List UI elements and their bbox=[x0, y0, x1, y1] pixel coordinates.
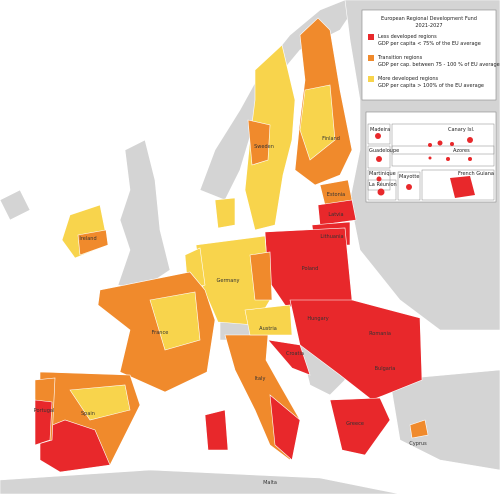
country-label: Latvia bbox=[328, 212, 343, 218]
legend-label: More developed regions bbox=[378, 76, 439, 82]
country-label: Estonia bbox=[327, 192, 345, 198]
legend-description: GDP per cap. between 75 - 100 % of EU av… bbox=[378, 62, 500, 68]
eu-regions bbox=[34, 17, 429, 473]
inset-label: Madeira bbox=[370, 127, 390, 133]
country-label: Portugal bbox=[34, 408, 55, 414]
country-label: Croatia bbox=[286, 351, 304, 357]
country-label: Malta bbox=[263, 480, 277, 486]
insets: Madeira Canary Isl. Guadeloupe Azores Ma… bbox=[365, 111, 497, 203]
country-label: Greece bbox=[346, 421, 364, 427]
inset-label: Azores bbox=[453, 148, 470, 154]
country-label: Romania bbox=[369, 331, 391, 337]
inset-label: French Guiana bbox=[458, 171, 494, 177]
legend-label: Less developed regions bbox=[378, 34, 437, 40]
legend-description: GDP per capita < 75% of the EU average bbox=[378, 41, 481, 47]
inset-label: Guadeloupe bbox=[369, 148, 399, 154]
legend-swatch bbox=[368, 34, 374, 40]
legend-label: Transition regions bbox=[377, 55, 423, 61]
inset-label: Mayotte bbox=[399, 174, 419, 180]
country-label: Sweden bbox=[254, 144, 274, 150]
legend-title: European Regional Development Fund bbox=[381, 16, 477, 22]
country-label: France bbox=[152, 330, 169, 336]
legend-swatch bbox=[368, 55, 374, 61]
legend-swatch bbox=[368, 76, 374, 82]
country-label: Finland bbox=[322, 136, 340, 142]
country-label: Ireland bbox=[79, 236, 96, 242]
inset-label: Canary Isl. bbox=[448, 127, 475, 133]
legend-description: GDP per capita > 100% of the EU average bbox=[378, 83, 484, 89]
country-label: Poland bbox=[302, 266, 319, 272]
country-label: Lithuania bbox=[320, 234, 343, 240]
country-label: Italy bbox=[255, 376, 266, 382]
country-label: Spain bbox=[81, 411, 95, 417]
country-label: Cyprus bbox=[409, 441, 427, 447]
inset-label: Martinique bbox=[369, 171, 396, 177]
legend-box bbox=[361, 9, 497, 101]
country-label: Germany bbox=[217, 278, 240, 284]
country-label: Austria bbox=[259, 326, 277, 332]
legend-title: 2021-2027 bbox=[415, 23, 442, 29]
inset-label: La Réunion bbox=[369, 181, 397, 188]
country-labels: Finland Sweden Estonia Latvia Lithuania … bbox=[34, 136, 427, 486]
legend: European Regional Development Fund 2021-… bbox=[361, 9, 500, 101]
country-label: Hungary bbox=[307, 316, 328, 322]
country-label: Bulgaria bbox=[375, 366, 396, 372]
